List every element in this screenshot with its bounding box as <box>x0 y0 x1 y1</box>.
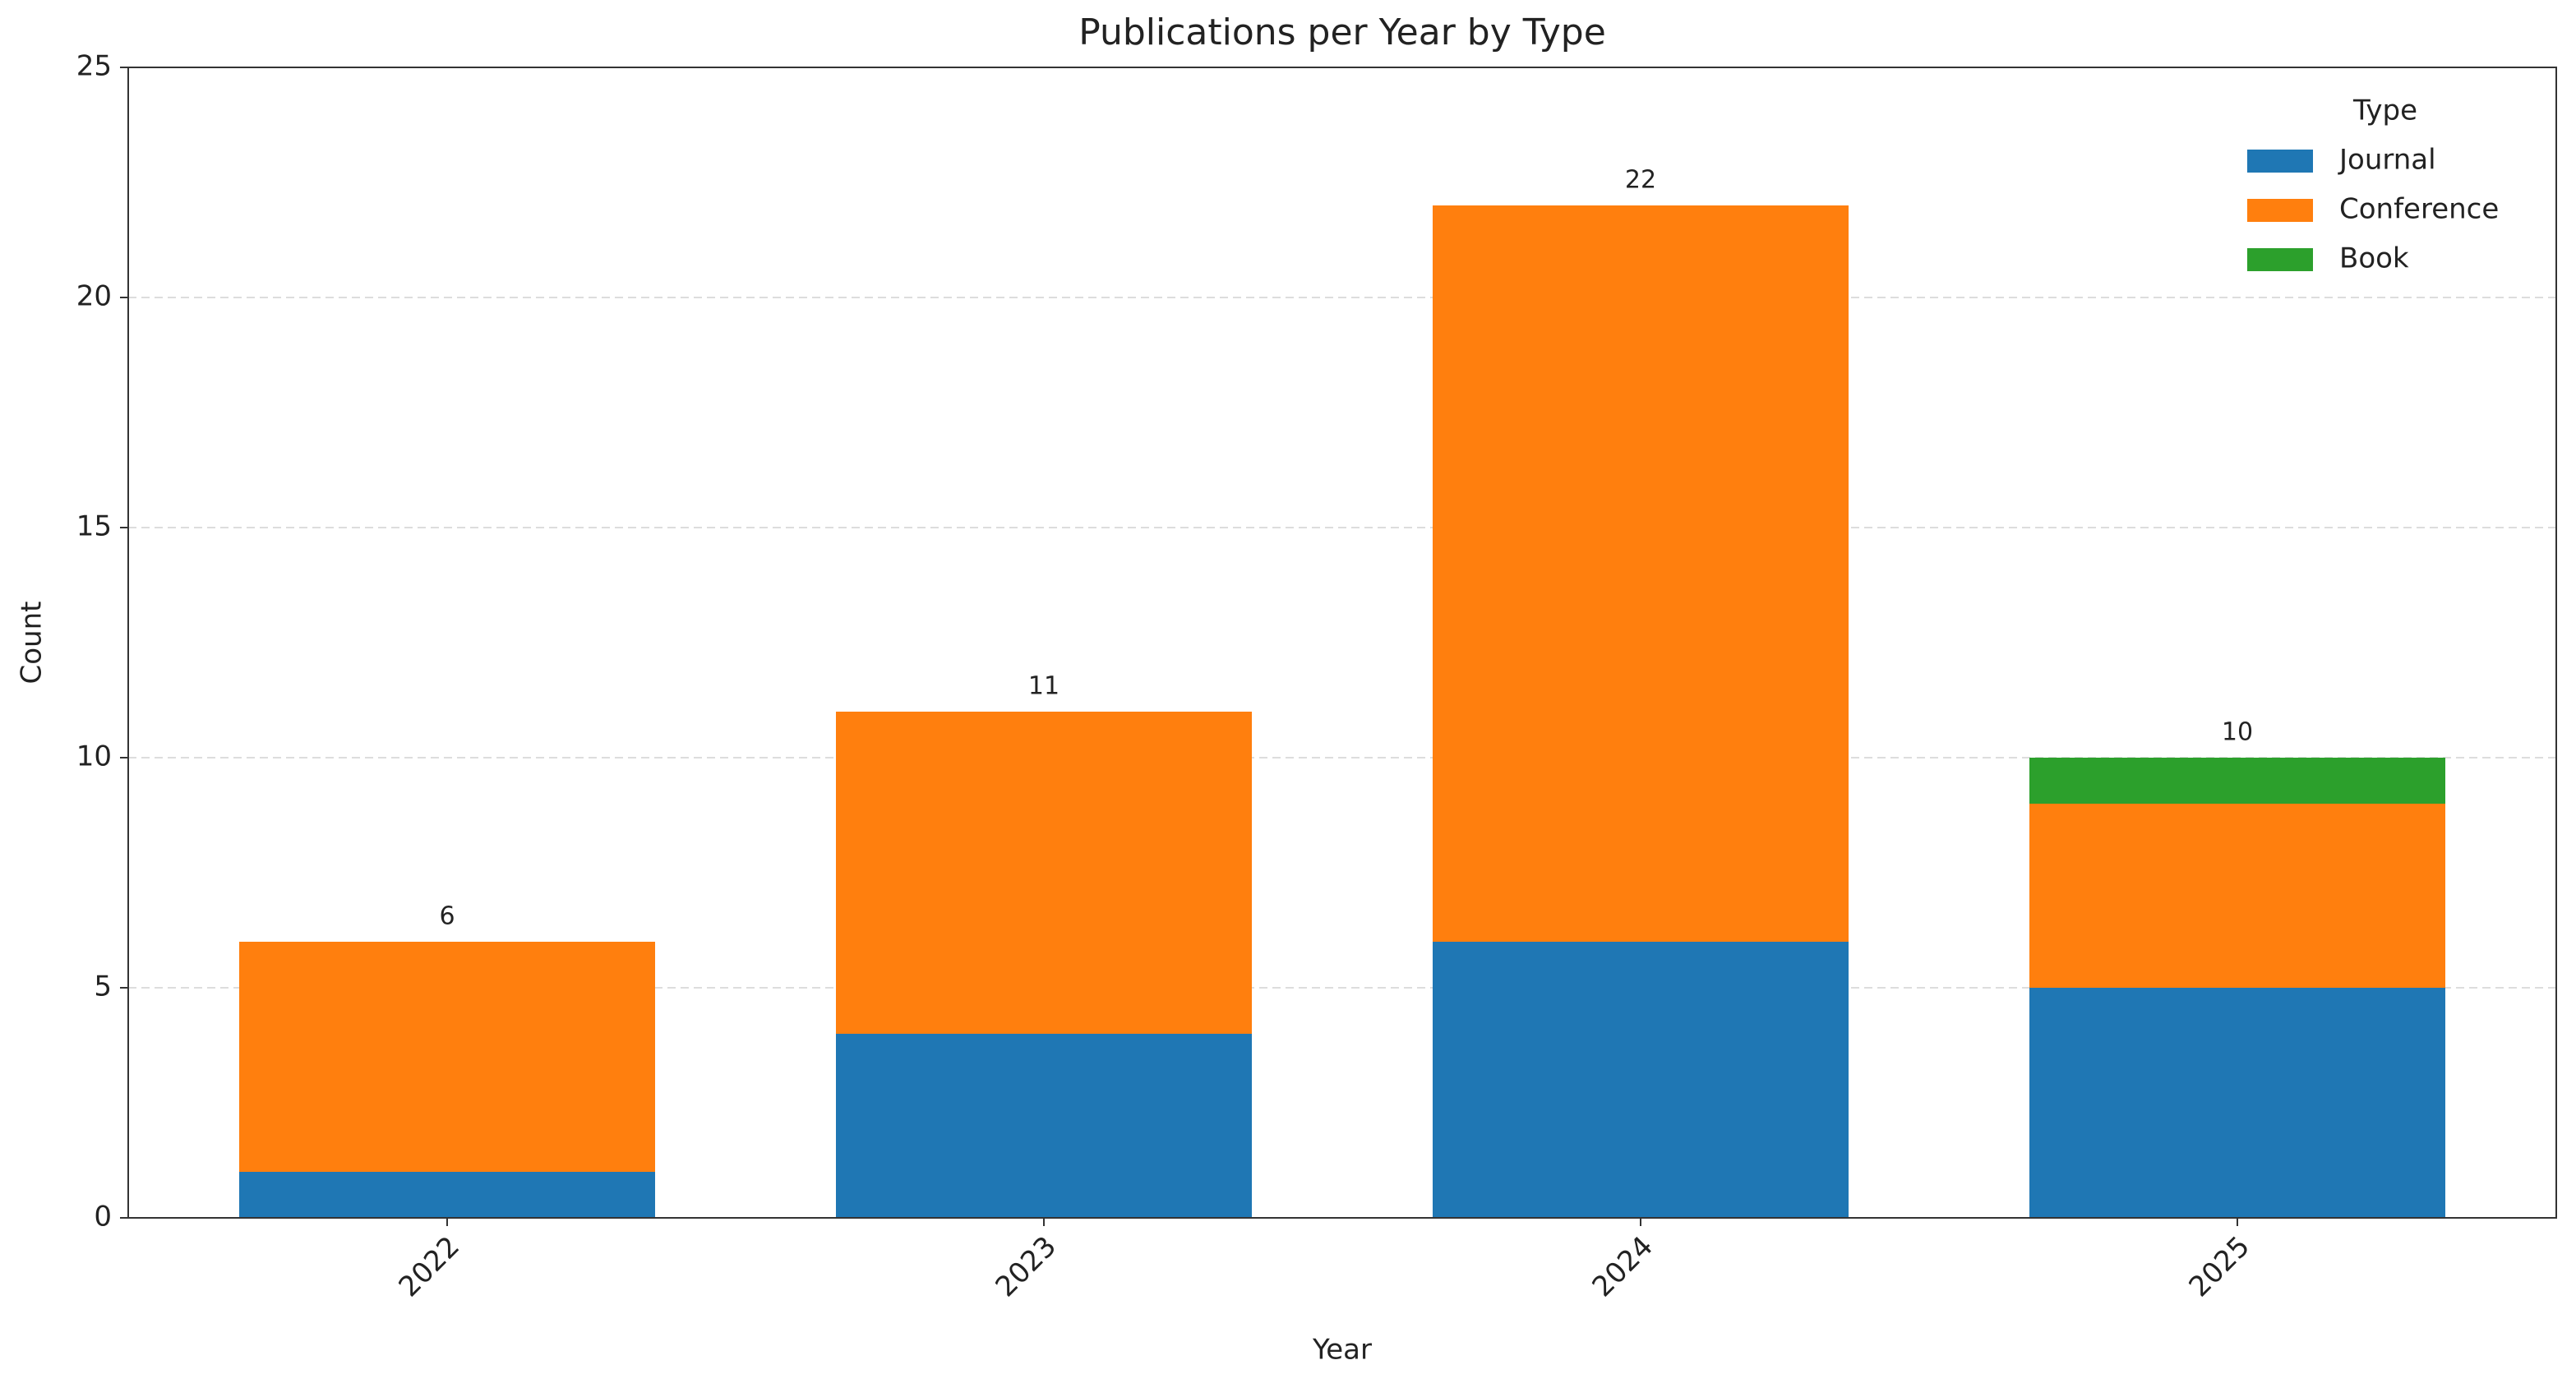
bar-segment <box>2029 758 2445 804</box>
y-tick-label: 5 <box>94 971 112 1003</box>
legend-label: Journal <box>2338 144 2436 177</box>
bar-segment <box>2029 988 2445 1218</box>
y-tick-label: 10 <box>76 740 112 773</box>
x-axis-label: Year <box>1312 1334 1372 1367</box>
total-label: 11 <box>1028 672 1059 701</box>
bar-segment <box>1433 205 1849 942</box>
bar-segment <box>836 712 1252 1034</box>
legend-label: Book <box>2339 242 2409 275</box>
y-tick-label: 25 <box>76 50 112 83</box>
x-tick-label: 2024 <box>1586 1230 1660 1303</box>
bar-segment <box>239 942 655 1172</box>
bar-segment <box>836 1034 1252 1218</box>
legend-label: Conference <box>2339 193 2499 226</box>
bar-segment <box>1433 942 1849 1218</box>
x-tick-label: 2023 <box>990 1230 1063 1303</box>
y-tick-label: 20 <box>76 280 112 313</box>
y-tick-label: 15 <box>76 510 112 543</box>
bar-segment <box>2029 804 2445 988</box>
legend-swatch <box>2247 248 2313 271</box>
legend-swatch <box>2247 150 2313 173</box>
y-tick-label: 0 <box>94 1201 112 1233</box>
legend-swatch <box>2247 199 2313 222</box>
legend-title: Type <box>2352 95 2417 127</box>
y-axis-label: Count <box>16 602 48 685</box>
plot-frame <box>127 67 2557 1219</box>
total-label: 22 <box>1625 166 1656 195</box>
total-label: 10 <box>2222 718 2253 747</box>
x-tick-label: 2022 <box>393 1230 466 1303</box>
total-label: 6 <box>439 902 455 931</box>
bar-segment <box>239 1172 655 1218</box>
chart-title: Publications per Year by Type <box>1078 12 1606 53</box>
x-tick-label: 2025 <box>2183 1230 2256 1303</box>
